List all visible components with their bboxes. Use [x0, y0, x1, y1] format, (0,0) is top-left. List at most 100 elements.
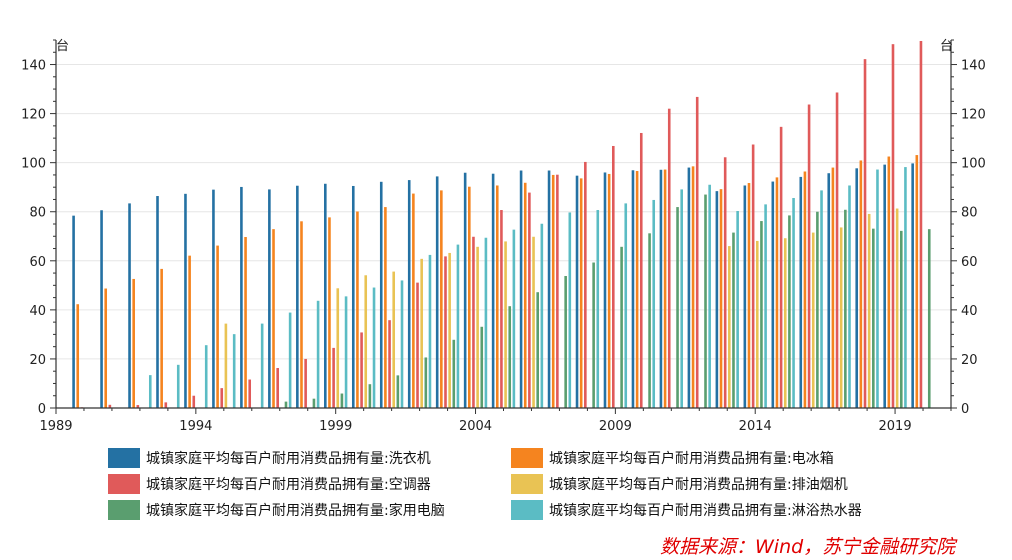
bar [476, 246, 479, 408]
bar [592, 262, 595, 408]
bar [807, 104, 811, 409]
bar [723, 157, 727, 408]
legend-item-air-conditioner: 城镇家庭平均每百户耐用消费品拥有量:空调器 [108, 474, 431, 494]
bar [184, 193, 187, 408]
y-tick-label-right: 100 [961, 157, 986, 172]
bar [220, 388, 224, 408]
bar [891, 44, 895, 409]
y-tick-label-left: 80 [29, 206, 46, 221]
bar [372, 287, 376, 408]
bar [164, 402, 168, 408]
bar [792, 197, 795, 408]
bar [407, 180, 411, 408]
y-tick-label-left: 140 [21, 59, 46, 74]
bar [384, 207, 387, 408]
bar [844, 209, 847, 408]
bar [260, 323, 264, 408]
bar [708, 184, 711, 408]
bar [820, 190, 823, 408]
bar [695, 96, 699, 409]
bar [424, 357, 428, 408]
bar [412, 193, 415, 408]
bar [575, 175, 579, 408]
bar [584, 161, 587, 408]
bar [504, 241, 507, 408]
bar [480, 326, 484, 408]
bar [448, 252, 451, 408]
bar [704, 194, 707, 408]
bar [296, 185, 299, 408]
bar [328, 217, 331, 408]
legend-item-water-heater: 城镇家庭平均每百户耐用消费品拥有量:淋浴热水器 [511, 500, 862, 520]
bar [760, 221, 763, 408]
bar [324, 183, 327, 408]
bar [176, 364, 180, 408]
bar [835, 92, 839, 408]
bar [532, 236, 535, 408]
bar [188, 255, 191, 408]
legend-swatch [108, 448, 140, 468]
bar-series [72, 40, 931, 409]
bar [156, 196, 159, 408]
bar [192, 395, 196, 408]
bar [579, 178, 583, 408]
bar [876, 169, 879, 408]
bar [268, 189, 271, 408]
bar [484, 237, 488, 408]
bar [364, 275, 368, 408]
bar [104, 288, 108, 408]
bar [244, 237, 247, 408]
bar [472, 236, 475, 408]
bar [76, 304, 80, 408]
bar [148, 375, 152, 408]
bar [547, 170, 551, 408]
bar [743, 185, 747, 408]
bar [523, 182, 527, 408]
bar [607, 173, 611, 408]
bar [839, 227, 843, 408]
legend-label: 城镇家庭平均每百户耐用消费品拥有量:空调器 [146, 477, 431, 493]
bar [132, 278, 135, 408]
bar [519, 170, 523, 408]
bar [463, 172, 467, 408]
bar [540, 223, 544, 408]
bar [224, 323, 228, 408]
legend-label: 城镇家庭平均每百户耐用消费品拥有量:电冰箱 [549, 451, 834, 467]
y-tick-label-right: 0 [961, 402, 969, 417]
bar [680, 189, 683, 408]
bar [732, 232, 735, 408]
bar [899, 230, 903, 408]
bar [848, 185, 851, 408]
bar [747, 183, 751, 408]
bar [827, 173, 831, 408]
bar [456, 244, 460, 408]
bar [304, 358, 307, 408]
legend-item-range-hood: 城镇家庭平均每百户耐用消费品拥有量:排油烟机 [511, 474, 848, 494]
bar [872, 228, 875, 408]
bar [775, 177, 779, 408]
bar [811, 232, 815, 408]
bar [620, 246, 623, 408]
y-tick-label-left: 20 [29, 353, 46, 368]
bar [392, 271, 395, 408]
y-tick-label-right: 40 [961, 304, 978, 319]
x-tick-label: 1999 [319, 419, 352, 434]
bar [895, 208, 899, 408]
x-tick-label: 1989 [39, 419, 72, 434]
bar [764, 204, 767, 408]
x-tick-label: 2004 [459, 419, 492, 434]
y-tick-label-right: 120 [961, 108, 986, 123]
grid-lines [56, 64, 951, 360]
bar [779, 126, 783, 408]
bar [316, 300, 320, 408]
y-tick-label-left: 60 [29, 255, 46, 270]
bar [368, 384, 372, 408]
bar [396, 375, 400, 408]
bar [715, 191, 719, 408]
bar [160, 268, 163, 408]
legend-swatch [108, 474, 140, 494]
bar [887, 156, 891, 408]
bar [344, 296, 348, 408]
bar [400, 280, 404, 408]
bar [204, 345, 208, 408]
